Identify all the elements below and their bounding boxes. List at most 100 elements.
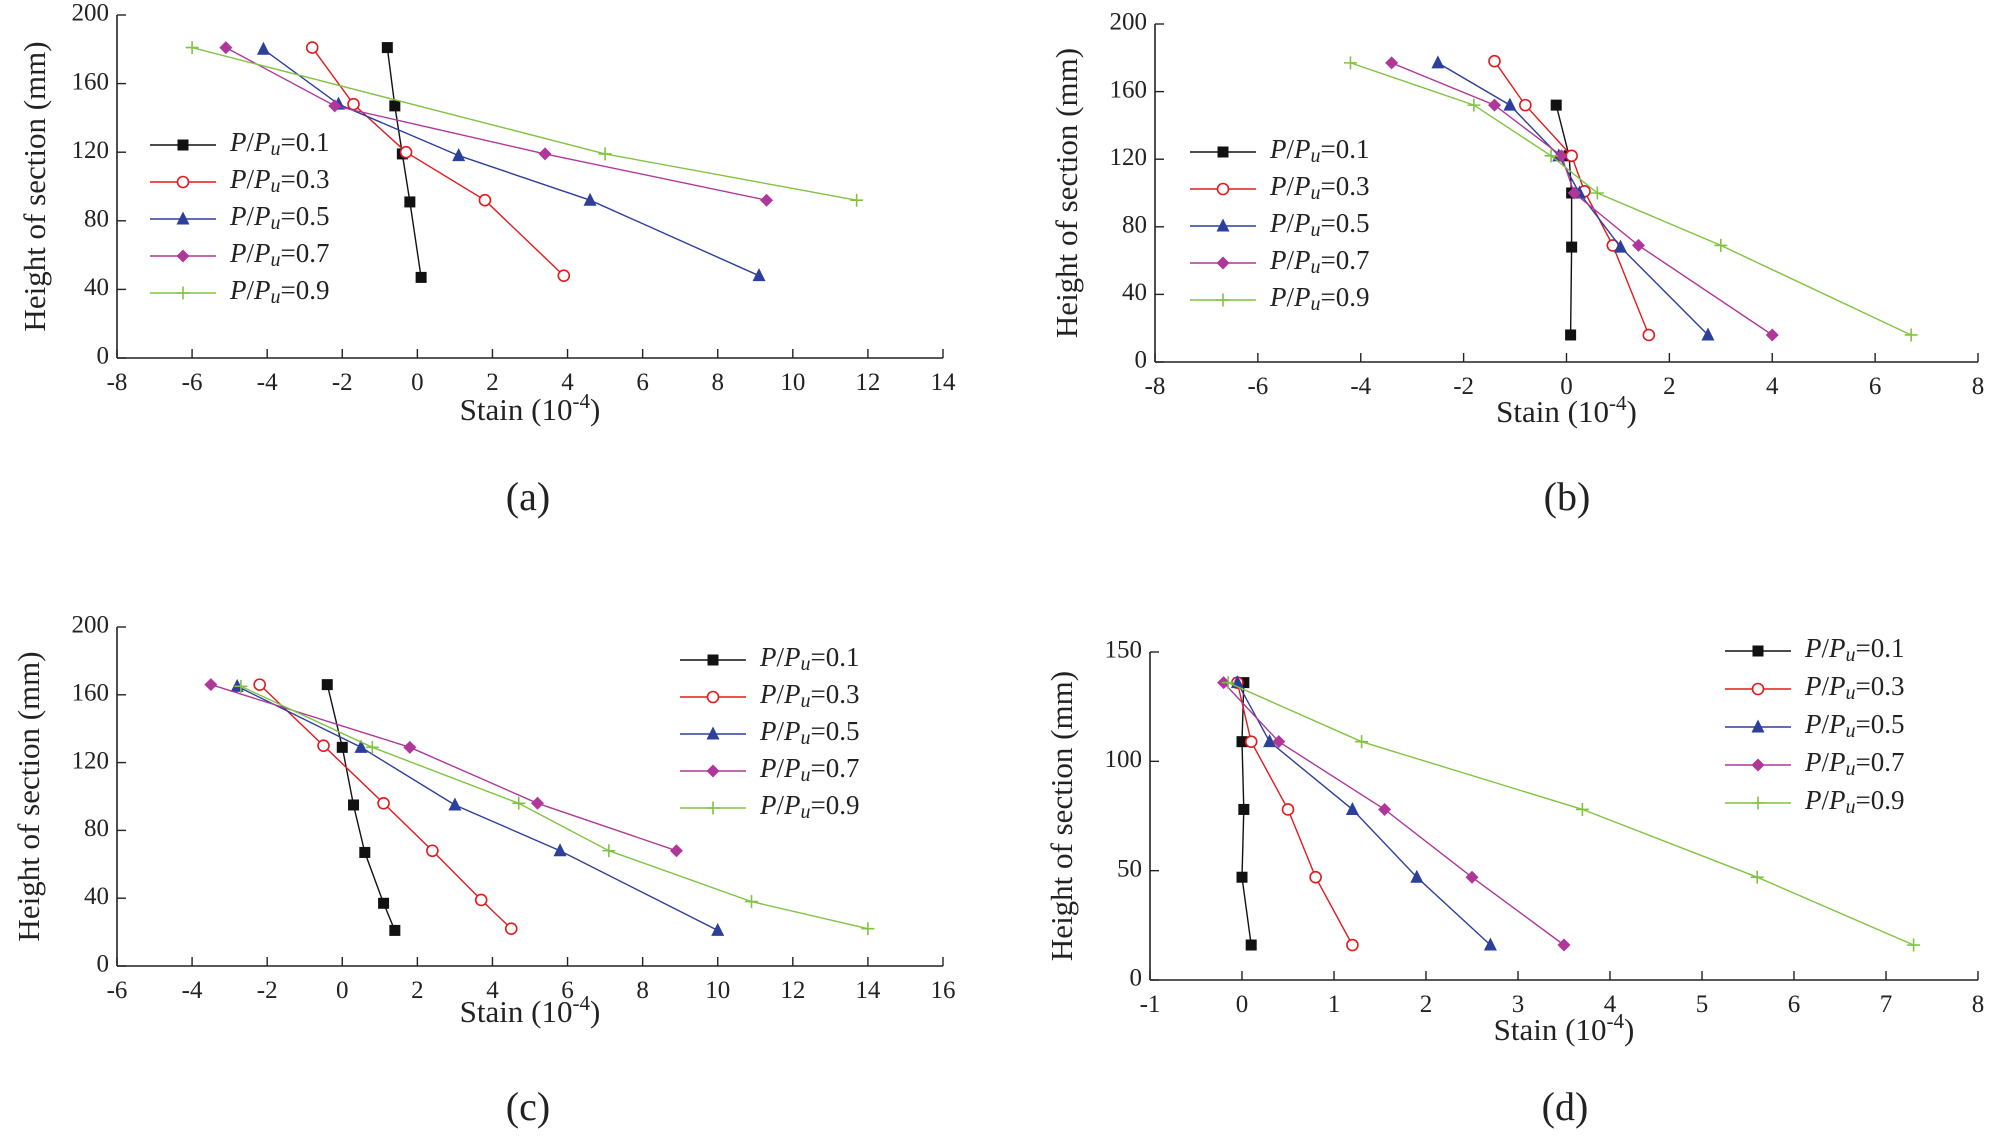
series-0.1 — [381, 42, 427, 283]
y-tick-label: 150 — [1105, 637, 1143, 664]
series-0.9 — [234, 679, 875, 936]
legend-label: P/Pu=0.5 — [1804, 709, 1905, 741]
y-tick-label: 200 — [72, 0, 110, 27]
data-point — [321, 679, 333, 691]
x-tick-label: -6 — [182, 369, 203, 396]
series-line — [1350, 62, 1912, 336]
data-point — [348, 799, 360, 811]
data-point — [669, 844, 683, 858]
data-point — [553, 843, 567, 857]
data-point — [256, 41, 270, 55]
legend-marker — [706, 690, 720, 704]
x-tick-label: 6 — [636, 369, 649, 396]
x-tick-label: 8 — [1972, 991, 1985, 1018]
y-tick-label: 160 — [72, 68, 110, 95]
series-0.1 — [1236, 677, 1257, 951]
legend-entry: P/Pu=0.3 — [680, 679, 860, 712]
x-tick-label: 2 — [486, 369, 499, 396]
series-0.5 — [256, 41, 766, 282]
y-axis-label: Height of section (mm) — [1049, 48, 1084, 338]
series-line — [210, 683, 677, 852]
legend-entry: P/Pu=0.9 — [150, 275, 330, 308]
legend-label: P/Pu=0.9 — [229, 275, 330, 307]
data-point — [1346, 938, 1359, 952]
series-line — [1555, 104, 1573, 336]
panel-caption: (d) — [1542, 1084, 1589, 1129]
y-tick-label: 0 — [97, 343, 110, 370]
data-point — [1355, 735, 1369, 749]
series-0.9 — [1343, 56, 1918, 342]
legend-marker — [707, 654, 719, 666]
legend-label: P/Pu=0.3 — [229, 164, 330, 196]
legend-marker — [176, 286, 190, 300]
legend-entry: P/Pu=0.1 — [150, 127, 330, 160]
x-tick-label: 0 — [1236, 991, 1249, 1018]
series-line — [259, 684, 512, 930]
data-point — [404, 196, 416, 208]
legend-marker — [176, 249, 190, 263]
legend-marker — [1216, 182, 1230, 196]
x-tick-label: -8 — [107, 369, 128, 396]
x-tick-label: 10 — [780, 369, 805, 396]
legend-label: P/Pu=0.3 — [759, 679, 860, 711]
legend-entry: P/Pu=0.9 — [1725, 785, 1905, 818]
data-point — [185, 41, 199, 55]
x-tick-label: 6 — [1869, 373, 1882, 400]
legend-marker — [1216, 293, 1230, 307]
data-point — [1503, 97, 1517, 111]
legend-entry: P/Pu=0.3 — [1725, 671, 1905, 704]
data-point — [377, 796, 390, 810]
data-point — [381, 42, 393, 54]
data-point — [1236, 736, 1248, 748]
data-point — [452, 148, 466, 162]
x-tick-label: 1 — [1328, 991, 1341, 1018]
data-point — [204, 678, 218, 692]
legend-entry: P/Pu=0.5 — [1190, 208, 1370, 241]
y-tick-label: 120 — [72, 137, 110, 164]
data-point — [850, 193, 864, 207]
x-axis-label: Stain (10-4) — [1494, 1009, 1635, 1047]
data-point — [1567, 186, 1581, 200]
data-point — [1345, 801, 1359, 815]
legend-entry: P/Pu=0.3 — [150, 164, 330, 197]
y-tick-label: 80 — [84, 206, 109, 233]
x-tick-label: 0 — [1560, 373, 1573, 400]
legend-marker — [177, 139, 189, 151]
x-tick-label: 2 — [1420, 991, 1433, 1018]
series-line — [386, 47, 422, 278]
x-tick-label: 5 — [1696, 991, 1709, 1018]
y-tick-label: 0 — [1130, 965, 1143, 992]
data-point — [504, 922, 518, 936]
y-axis-label: Height of section (mm) — [17, 41, 52, 331]
data-point — [1244, 735, 1258, 748]
x-tick-label: 4 — [486, 977, 499, 1004]
data-point — [1272, 735, 1286, 749]
series-line — [225, 46, 767, 201]
data-point — [336, 741, 348, 753]
series-line — [1236, 682, 1354, 946]
legend-entry: P/Pu=0.1 — [680, 642, 860, 675]
data-point — [1554, 149, 1568, 163]
data-point — [359, 846, 371, 858]
data-point — [1263, 734, 1277, 748]
data-point — [474, 893, 488, 907]
legend-marker — [1217, 146, 1229, 158]
legend-entry: P/Pu=0.1 — [1190, 134, 1370, 167]
x-tick-label: 2 — [411, 977, 424, 1004]
x-tick-label: -4 — [257, 369, 278, 396]
data-point — [448, 797, 462, 811]
x-tick-label: 12 — [855, 369, 880, 396]
y-tick-label: 120 — [72, 747, 110, 774]
data-point — [378, 897, 390, 909]
y-tick-label: 160 — [1110, 76, 1148, 103]
x-tick-label: 14 — [855, 977, 881, 1004]
y-axis-label: Height of section (mm) — [1044, 671, 1079, 961]
data-point — [1221, 676, 1235, 690]
series-0.5 — [1230, 675, 1497, 951]
data-point — [512, 796, 526, 810]
y-axis-label: Height of section (mm) — [11, 651, 46, 941]
x-tick-label: 3 — [1512, 991, 1525, 1018]
data-point — [1701, 327, 1715, 341]
y-tick-label: 120 — [1110, 144, 1148, 171]
series-0.5 — [230, 678, 725, 936]
